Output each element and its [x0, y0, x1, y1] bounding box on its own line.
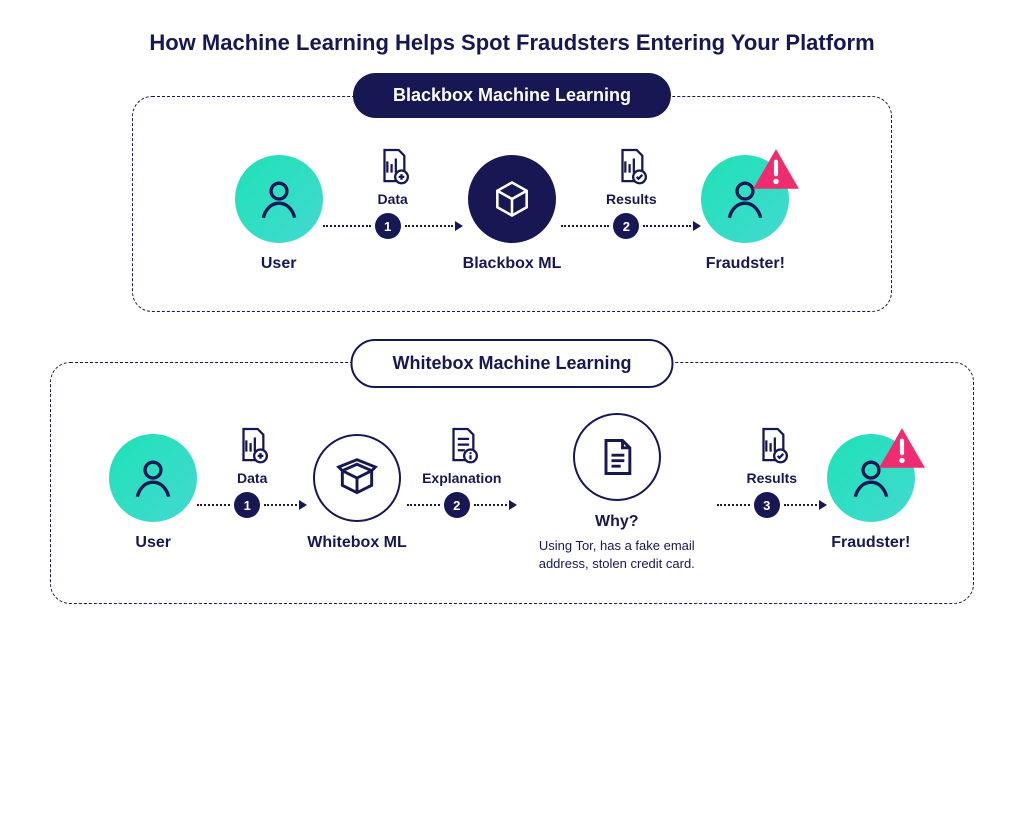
cube-circle: [468, 155, 556, 243]
blackbox-flow: User Data 1 B: [163, 147, 861, 281]
arrow-label: Data: [237, 470, 267, 486]
data-plus-icon: [235, 426, 269, 466]
alert-icon: [877, 424, 927, 474]
blackbox-user-node: User: [235, 155, 323, 273]
data-plus-icon: [376, 147, 410, 187]
blackbox-ml-node: Blackbox ML: [463, 155, 562, 273]
step-number: 2: [613, 213, 639, 239]
alert-icon: [751, 145, 801, 195]
whitebox-panel: Whitebox Machine Learning User Data 1: [50, 362, 974, 604]
doc-circle: [573, 413, 661, 501]
step-number: 1: [234, 492, 260, 518]
arrow-label: Results: [606, 191, 657, 207]
whitebox-fraud-node: Fraudster!: [827, 434, 915, 552]
blackbox-panel: Blackbox Machine Learning User Data 1: [132, 96, 892, 312]
whitebox-flow: User Data 1 W: [81, 413, 943, 573]
data-check-icon: [614, 147, 648, 187]
arrow-label: Results: [746, 470, 797, 486]
whitebox-arrow-3: Results 3: [717, 426, 827, 560]
openbox-icon: [335, 456, 379, 500]
user-icon: [254, 174, 304, 224]
whitebox-arrow-1: Data 1: [197, 426, 307, 560]
ml-label: Whitebox ML: [307, 534, 407, 552]
blackbox-fraud-node: Fraudster!: [701, 155, 789, 273]
step-number: 1: [375, 213, 401, 239]
user-label: User: [261, 255, 297, 273]
user-label: User: [135, 534, 171, 552]
data-check-icon: [755, 426, 789, 466]
cube-icon: [490, 177, 534, 221]
fraud-avatar: [827, 434, 915, 522]
fraud-label: Fraudster!: [706, 255, 785, 273]
document-icon: [595, 435, 639, 479]
whitebox-why-node: Why? Using Tor, has a fake email address…: [517, 413, 717, 573]
arrow-label: Explanation: [422, 470, 501, 486]
page-title: How Machine Learning Helps Spot Fraudste…: [50, 30, 974, 56]
whitebox-header: Whitebox Machine Learning: [350, 339, 673, 388]
fraud-label: Fraudster!: [831, 534, 910, 552]
user-avatar: [235, 155, 323, 243]
openbox-circle: [313, 434, 401, 522]
data-info-icon: [445, 426, 479, 466]
why-label: Why?: [595, 513, 639, 531]
blackbox-header: Blackbox Machine Learning: [353, 73, 671, 118]
user-avatar: [109, 434, 197, 522]
whitebox-user-node: User: [109, 434, 197, 552]
step-number: 3: [754, 492, 780, 518]
step-number: 2: [444, 492, 470, 518]
user-icon: [128, 453, 178, 503]
ml-label: Blackbox ML: [463, 255, 562, 273]
blackbox-arrow-2: Results 2: [561, 147, 701, 281]
whitebox-ml-node: Whitebox ML: [307, 434, 407, 552]
blackbox-arrow-1: Data 1: [323, 147, 463, 281]
fraud-avatar: [701, 155, 789, 243]
why-sublabel: Using Tor, has a fake email address, sto…: [517, 537, 717, 573]
arrow-label: Data: [377, 191, 407, 207]
whitebox-arrow-2: Explanation 2: [407, 426, 517, 560]
